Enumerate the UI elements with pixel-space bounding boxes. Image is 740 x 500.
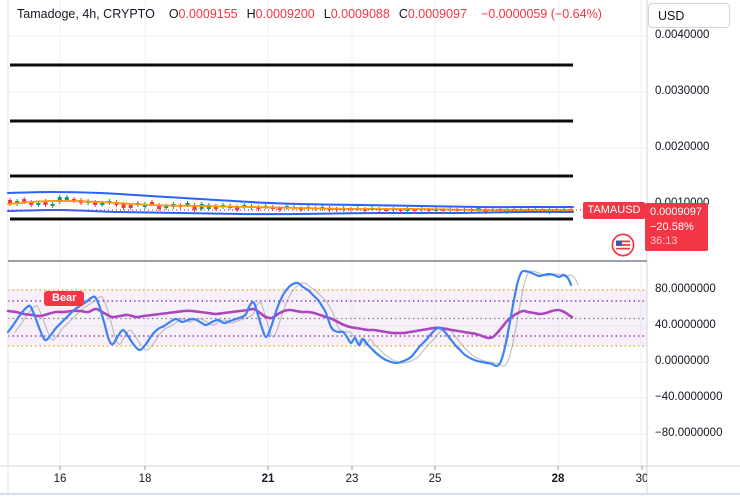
price-tick-label: 0.0030000 (655, 85, 710, 97)
time-tick-label: 18 (138, 473, 152, 485)
bear-signal-label: Bear (44, 291, 85, 306)
price-tick-label: 0.0020000 (655, 141, 710, 153)
time-axis[interactable]: 16 18 21 23 25 28 30 (8, 466, 647, 494)
ohlc-values: O0.0009155 H0.0009200 L0.0009088 C0.0009097 (169, 7, 467, 21)
last-price-change-pct: −20.58% (650, 220, 694, 233)
bar-countdown: 36:13 (650, 235, 678, 248)
ohlc-field: C0.0009097 (398, 7, 467, 21)
symbol-header: Tamadoge, 4h, CRYPTO O0.0009155 H0.000920… (17, 7, 602, 21)
price-tick-label: −80.0000000 (655, 427, 723, 439)
symbol-price-tag: TAMAUSD (583, 202, 645, 219)
time-tick-label: 30 (635, 473, 647, 485)
currency-label: USD (658, 8, 685, 23)
price-tick-label: 0.0000000 (655, 355, 710, 367)
time-tick-label: 16 (53, 473, 67, 485)
time-tick-label: 28 (551, 473, 565, 485)
time-tick-label: 21 (261, 473, 275, 485)
price-tick-label: −40.0000000 (655, 391, 723, 403)
price-tick-label: 80.0000000 (655, 283, 716, 295)
time-tick-label: 25 (428, 473, 442, 485)
last-price-value: 0.0009097 (650, 206, 702, 218)
usd-flag-icon[interactable] (611, 233, 635, 257)
symbol-title[interactable]: Tamadoge, 4h, CRYPTO (17, 7, 155, 21)
price-tick-label: 0.0040000 (655, 29, 710, 41)
ohlc-field: O0.0009155 (168, 7, 238, 21)
ohlc-field: L0.0009088 (323, 7, 390, 21)
price-change: −0.0000059 (−0.64%) (480, 7, 602, 21)
currency-toggle-button[interactable]: USD (648, 3, 730, 28)
time-tick-label: 23 (345, 473, 359, 485)
last-price-box: 0.0009097 −20.58% 36:13 (645, 203, 708, 251)
price-scale-axis[interactable]: 0.00400000.00300000.00200000.001000080.0… (647, 0, 740, 494)
ohlc-field: H0.0009200 (246, 7, 315, 21)
price-tick-label: 40.0000000 (655, 319, 716, 331)
